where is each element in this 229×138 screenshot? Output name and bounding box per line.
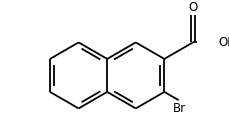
Text: OH: OH xyxy=(218,36,229,49)
Text: O: O xyxy=(188,1,197,14)
Text: Br: Br xyxy=(172,102,185,115)
